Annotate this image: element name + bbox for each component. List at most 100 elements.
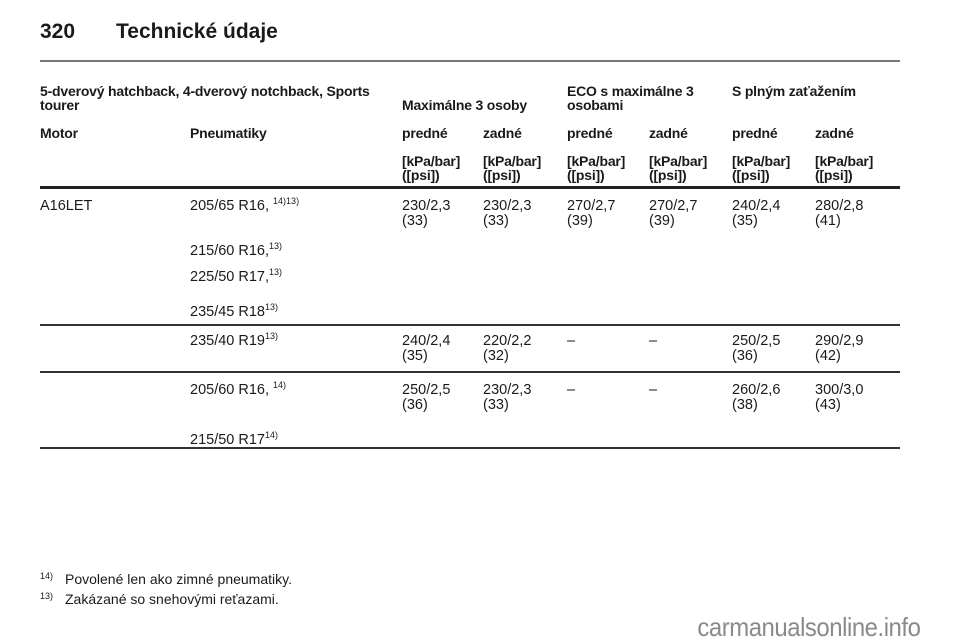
tyre-size: 235/45 R1813) bbox=[190, 303, 278, 320]
tyre-size: 235/40 R1913) bbox=[190, 331, 278, 349]
pressure-cell: 300/3,0 (43) bbox=[815, 383, 863, 413]
axle-label: zadné bbox=[649, 125, 688, 141]
tyre-size-text: 225/50 R17, bbox=[190, 269, 270, 285]
pressure-cell: 260/2,6 (38) bbox=[732, 383, 780, 413]
page-number: 320 bbox=[40, 20, 76, 43]
pressure-cell: 250/2,5 (36) bbox=[732, 334, 780, 364]
pressure-cell: 250/2,5 (36) bbox=[402, 383, 450, 413]
row-rule bbox=[40, 324, 900, 326]
header-rule bbox=[40, 186, 900, 189]
pressure-value: – bbox=[649, 333, 658, 349]
pressure-value: 240/2,4 bbox=[402, 333, 451, 349]
tyre-size: 225/50 R17,13) bbox=[190, 268, 282, 285]
unit-line: [kPa/bar] bbox=[815, 153, 874, 169]
row-rule bbox=[40, 447, 900, 449]
load-header-full: S plným zaťažením bbox=[732, 83, 856, 99]
pressure-value: 260/2,6 bbox=[732, 382, 781, 398]
unit-line: ([psi]) bbox=[732, 167, 770, 183]
pressure-psi: (36) bbox=[402, 397, 428, 413]
top-rule bbox=[40, 60, 900, 62]
pressure-cell: – bbox=[649, 334, 657, 349]
footnote-mark: 14) bbox=[40, 571, 54, 581]
pressure-value: 250/2,5 bbox=[732, 333, 781, 349]
load-header-line: ECO s maximálne 3 bbox=[567, 83, 694, 99]
unit-line: ([psi]) bbox=[649, 167, 687, 183]
footnote-ref: 14) bbox=[264, 430, 278, 440]
unit-line: ([psi]) bbox=[483, 167, 521, 183]
unit-label: [kPa/bar] ([psi]) bbox=[483, 154, 541, 182]
section-title: Technické údaje bbox=[116, 20, 278, 43]
pressure-value: – bbox=[567, 333, 576, 349]
group-header: 5-dverový hatchback, 4-dverový notchback… bbox=[40, 84, 370, 112]
pressure-cell: – bbox=[567, 334, 575, 349]
footnote: 14) Povolené len ako zimné pneumatiky. bbox=[40, 571, 292, 587]
pressure-cell: – bbox=[567, 383, 575, 398]
pressure-psi: (42) bbox=[815, 348, 841, 364]
watermark: carmanualsonline.info bbox=[696, 612, 921, 642]
tyre-size: 215/50 R1714) bbox=[190, 430, 278, 448]
pressure-cell: 240/2,4 (35) bbox=[402, 334, 450, 364]
pressure-psi: (35) bbox=[402, 348, 428, 364]
pressure-psi: (32) bbox=[483, 348, 509, 364]
pressure-value: 230/2,3 bbox=[483, 198, 532, 214]
group-header-line: 5-dverový hatchback, 4-dverový notchback… bbox=[40, 83, 370, 99]
footnote: 13) Zakázané so snehovými reťazami. bbox=[40, 591, 279, 607]
pressure-value: – bbox=[649, 382, 658, 398]
footnote-ref: 13) bbox=[269, 241, 283, 251]
col-motor: Motor bbox=[40, 125, 78, 141]
pressure-value: – bbox=[567, 382, 576, 398]
motor-cell: A16LET bbox=[40, 198, 93, 214]
axle-label: predné bbox=[732, 125, 778, 141]
pressure-value: 280/2,8 bbox=[815, 198, 864, 214]
pressure-value: 250/2,5 bbox=[402, 382, 451, 398]
unit-line: ([psi]) bbox=[567, 167, 605, 183]
unit-label: [kPa/bar] ([psi]) bbox=[649, 154, 707, 182]
footnote-ref: 13) bbox=[264, 331, 278, 341]
pressure-cell: 290/2,9 (42) bbox=[815, 334, 863, 364]
pressure-psi: (41) bbox=[815, 213, 841, 229]
pressure-cell: 270/2,7 (39) bbox=[567, 199, 615, 229]
pressure-value: 300/3,0 bbox=[815, 382, 864, 398]
tyre-size-text: 215/60 R16, bbox=[190, 243, 270, 259]
pressure-cell: 230/2,3 (33) bbox=[483, 383, 531, 413]
tyre-size: 215/60 R16,13) bbox=[190, 241, 283, 259]
load-header-eco: ECO s maximálne 3 osobami bbox=[567, 84, 694, 112]
footnote-ref: 14) bbox=[273, 380, 287, 390]
unit-line: ([psi]) bbox=[815, 167, 853, 183]
pressure-cell: 230/2,3 (33) bbox=[483, 199, 531, 229]
footnote-text: Povolené len ako zimné pneumatiky. bbox=[65, 571, 292, 587]
axle-label: zadné bbox=[815, 125, 854, 141]
unit-label: [kPa/bar] ([psi]) bbox=[815, 154, 873, 182]
row-rule bbox=[40, 371, 900, 373]
load-header-max3: Maximálne 3 osoby bbox=[402, 97, 527, 113]
pressure-psi: (35) bbox=[732, 213, 758, 229]
pressure-cell: 230/2,3 (33) bbox=[402, 199, 450, 229]
group-header-line: tourer bbox=[40, 97, 80, 113]
pressure-psi: (33) bbox=[483, 213, 509, 229]
unit-line: [kPa/bar] bbox=[567, 153, 626, 169]
tyre-size: 205/65 R16, 14)13) bbox=[190, 196, 300, 214]
pressure-value: 240/2,4 bbox=[732, 198, 781, 214]
col-tyres: Pneumatiky bbox=[190, 125, 267, 141]
tyre-size-text: 205/65 R16, bbox=[190, 198, 274, 214]
unit-label: [kPa/bar] ([psi]) bbox=[567, 154, 625, 182]
axle-label: predné bbox=[567, 125, 613, 141]
footnote-mark: 13) bbox=[40, 591, 54, 601]
pressure-psi: (39) bbox=[567, 213, 593, 229]
tyre-size: 205/60 R16, 14) bbox=[190, 380, 287, 398]
pressure-psi: (39) bbox=[649, 213, 675, 229]
unit-line: [kPa/bar] bbox=[402, 153, 461, 169]
unit-line: ([psi]) bbox=[402, 167, 440, 183]
pressure-psi: (43) bbox=[815, 397, 841, 413]
tyre-size-text: 235/45 R18 bbox=[190, 304, 265, 320]
pressure-cell: 220/2,2 (32) bbox=[483, 334, 531, 364]
pressure-psi: (38) bbox=[732, 397, 758, 413]
unit-label: [kPa/bar] ([psi]) bbox=[732, 154, 790, 182]
tyre-size-text: 235/40 R19 bbox=[190, 333, 265, 349]
pressure-psi: (36) bbox=[732, 348, 758, 364]
unit-line: [kPa/bar] bbox=[649, 153, 708, 169]
pressure-psi: (33) bbox=[402, 213, 428, 229]
pressure-cell: 280/2,8 (41) bbox=[815, 199, 863, 229]
footnote-ref: 14)13) bbox=[273, 196, 300, 206]
